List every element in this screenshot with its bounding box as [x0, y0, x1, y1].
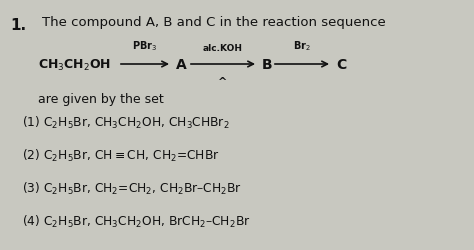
- Text: C: C: [336, 58, 346, 72]
- Text: are given by the set: are given by the set: [38, 93, 164, 106]
- Text: alc.KOH: alc.KOH: [203, 44, 243, 53]
- Text: PBr$_3$: PBr$_3$: [132, 39, 158, 53]
- Text: (2) C$_2$H$_5$Br, CH$\equiv$CH, CH$_2$=CHBr: (2) C$_2$H$_5$Br, CH$\equiv$CH, CH$_2$=C…: [22, 148, 219, 164]
- Text: ^: ^: [219, 77, 228, 87]
- Text: (3) C$_2$H$_5$Br, CH$_2$=CH$_2$, CH$_2$Br–CH$_2$Br: (3) C$_2$H$_5$Br, CH$_2$=CH$_2$, CH$_2$B…: [22, 180, 242, 196]
- Text: (1) C$_2$H$_5$Br, CH$_3$CH$_2$OH, CH$_3$CHBr$_2$: (1) C$_2$H$_5$Br, CH$_3$CH$_2$OH, CH$_3$…: [22, 114, 229, 130]
- Text: A: A: [176, 58, 187, 72]
- Text: The compound A, B and C in the reaction sequence: The compound A, B and C in the reaction …: [42, 16, 386, 29]
- Text: B: B: [262, 58, 273, 72]
- Text: 1.: 1.: [10, 18, 26, 33]
- Text: CH$_3$CH$_2$OH: CH$_3$CH$_2$OH: [38, 57, 111, 72]
- Text: (4) C$_2$H$_5$Br, CH$_3$CH$_2$OH, BrCH$_2$–CH$_2$Br: (4) C$_2$H$_5$Br, CH$_3$CH$_2$OH, BrCH$_…: [22, 213, 251, 229]
- Text: Br$_2$: Br$_2$: [293, 39, 311, 53]
